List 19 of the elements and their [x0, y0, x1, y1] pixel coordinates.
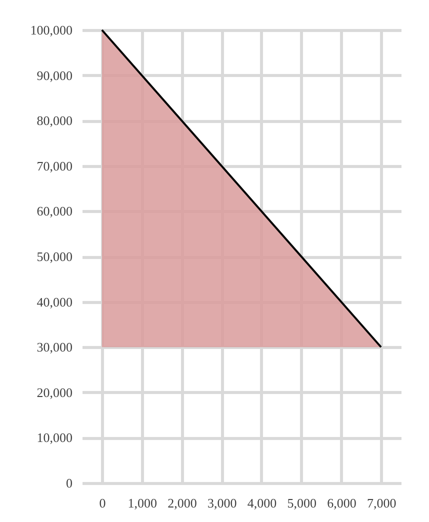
x-tick-label: 7,000: [366, 496, 396, 510]
x-tick-label: 3,000: [207, 496, 237, 510]
y-tick-label: 50,000: [36, 249, 72, 264]
y-tick-label: 40,000: [36, 294, 72, 310]
x-tick-label: 6,000: [327, 496, 356, 510]
y-tick-label: 60,000: [36, 204, 72, 219]
y-tick-label: 0: [66, 476, 72, 490]
y-tick-label: 70,000: [36, 158, 72, 174]
y-tick-label: 10,000: [36, 430, 72, 446]
y-tick-label: 100,000: [30, 22, 72, 38]
x-tick-label: 4,000: [247, 496, 277, 510]
x-tick-label: 0: [99, 496, 106, 510]
x-tick-label: 1,000: [128, 496, 157, 510]
y-tick-label: 90,000: [36, 68, 72, 83]
x-tick-label: 5,000: [287, 496, 316, 510]
y-tick-label: 30,000: [36, 340, 72, 355]
y-tick-label: 20,000: [36, 384, 72, 400]
y-tick-label: 80,000: [36, 113, 72, 128]
x-tick-label: 2,000: [168, 496, 197, 510]
